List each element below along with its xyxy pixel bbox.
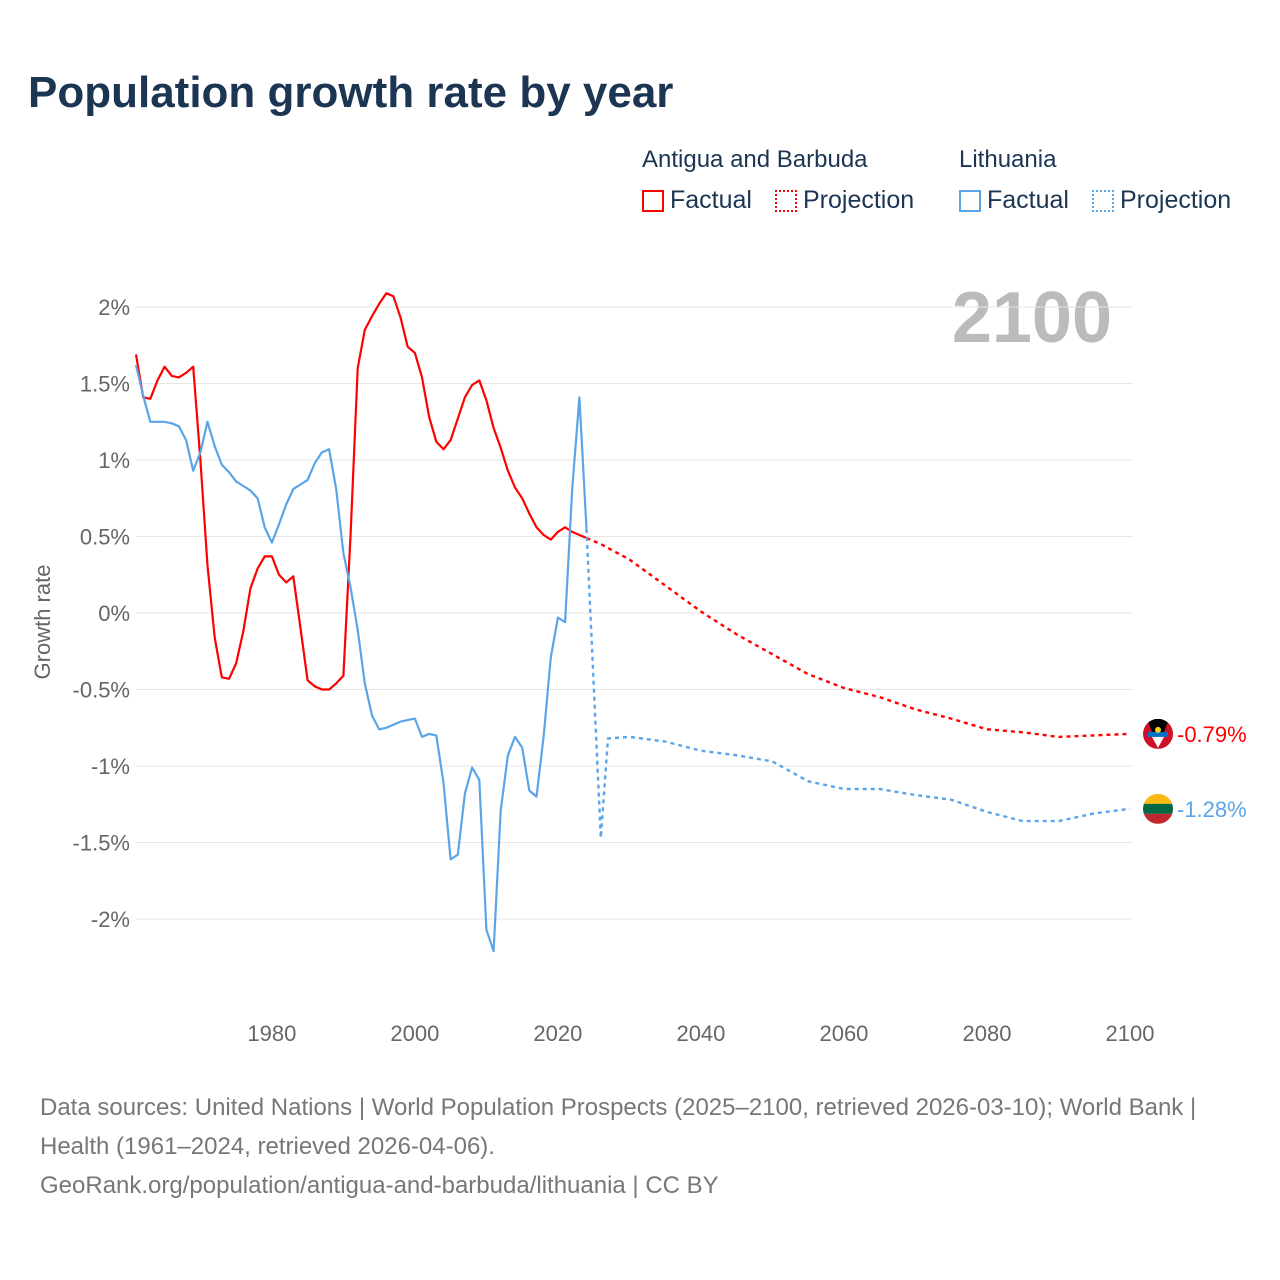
chart-title: Population growth rate by year — [28, 68, 674, 117]
lithuania-flag-icon — [1143, 793, 1173, 824]
x-tick-label: 2020 — [533, 1021, 582, 1046]
y-tick-label: 0% — [98, 601, 130, 626]
x-tick-label: 2000 — [390, 1021, 439, 1046]
y-tick-label: 2% — [98, 295, 130, 320]
legend-label: Factual — [670, 186, 752, 214]
x-tick-label: 2100 — [1106, 1021, 1155, 1046]
footer: Data sources: United Nations | World Pop… — [40, 1088, 1240, 1205]
series-line-projection — [585, 528, 1131, 838]
series-line-projection — [586, 536, 1131, 739]
y-tick-label: -0.5% — [73, 678, 130, 703]
credit-link[interactable]: GeoRank.org/population/antigua-and-barbu… — [40, 1172, 719, 1199]
y-tick-label: -2% — [91, 907, 130, 932]
x-tick-label: 2060 — [819, 1021, 868, 1046]
y-tick-label: 1% — [98, 448, 130, 473]
swatch-icon — [775, 189, 797, 212]
swatch-icon — [1092, 189, 1114, 212]
legend-label: Projection — [803, 186, 915, 214]
swatch-icon — [642, 189, 664, 212]
year-label: 2100 — [952, 278, 1112, 358]
legend-label: Projection — [1120, 186, 1232, 214]
y-tick-label: -1% — [91, 754, 130, 779]
y-tick-label: 0.5% — [80, 525, 130, 550]
legend-lithuania-factual[interactable]: Factual — [959, 186, 1069, 215]
y-tick-label: 1.5% — [80, 372, 130, 397]
x-tick-label: 2080 — [963, 1021, 1012, 1046]
legend-group-antigua: Antigua and Barbuda — [642, 146, 868, 173]
x-tick-label: 2040 — [676, 1021, 725, 1046]
legend-antigua-factual[interactable]: Factual — [642, 186, 752, 215]
legend-group-lithuania: Lithuania — [959, 146, 1057, 173]
end-value-label: -0.79% — [1177, 722, 1247, 747]
y-axis-label: Growth rate — [30, 565, 55, 680]
data-sources: Data sources: United Nations | World Pop… — [40, 1094, 1197, 1160]
legend-lithuania-projection[interactable]: Projection — [1092, 186, 1231, 215]
series-line-factual — [134, 364, 588, 953]
y-tick-label: -1.5% — [73, 831, 130, 856]
series-line-factual — [134, 292, 587, 691]
swatch-icon — [959, 189, 981, 212]
x-tick-label: 1980 — [247, 1021, 296, 1046]
legend-antigua-projection[interactable]: Projection — [775, 186, 914, 215]
end-value-label: -1.28% — [1177, 797, 1247, 822]
legend-label: Factual — [987, 186, 1069, 214]
chart-area: 2100 Growth rate 2% 1.5% 1% 0.5% 0% -0.5% -1% -… — [30, 278, 1247, 1046]
antigua-flag-icon — [1143, 718, 1173, 749]
